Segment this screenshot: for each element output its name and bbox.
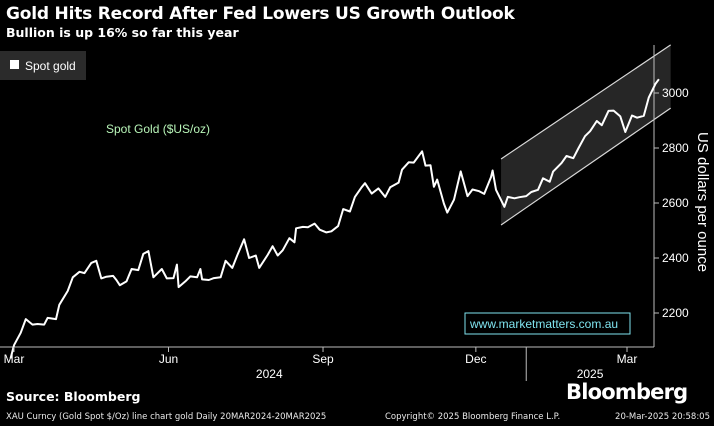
y-tick-label: 2600 [662, 196, 689, 210]
series-line-spot-gold [9, 78, 660, 359]
bloomberg-logo: Bloomberg [566, 380, 688, 404]
series-annotation: Spot Gold ($US/oz) [106, 122, 210, 136]
x-tick-label: Mar [617, 352, 638, 366]
footer-copyright: Copyright© 2025 Bloomberg Finance L.P. [385, 412, 561, 422]
y-tick-label: 2400 [662, 251, 689, 265]
x-tick-label: Dec [465, 352, 486, 366]
channel-lower-line [500, 107, 672, 226]
x-year-label: 2024 [256, 367, 283, 381]
footer-timestamp: 20-Mar-2025 20:58:05 [615, 412, 710, 422]
y-tick-label: 2200 [662, 306, 689, 320]
legend-label: Spot gold [25, 59, 76, 73]
watermark-text: www.marketmatters.com.au [469, 317, 618, 331]
x-tick-label: Mar [4, 352, 25, 366]
chart-subtitle: Bullion is up 16% so far this year [6, 25, 239, 40]
source-note: Source: Bloomberg [6, 389, 141, 404]
x-year-label: 2025 [577, 367, 604, 381]
y-tick-label: 2800 [662, 141, 689, 155]
x-tick-label: Jun [159, 352, 178, 366]
y-axis-label: US dollars per ounce [694, 132, 711, 272]
footer-query: XAU Curncy (Gold Spot $/Oz) line chart g… [6, 412, 327, 422]
chart-title: Gold Hits Record After Fed Lowers US Gro… [6, 4, 515, 24]
y-tick-label: 3000 [662, 86, 689, 100]
channel-upper-line [500, 44, 672, 160]
legend-swatch [10, 60, 19, 69]
watermark-box [464, 312, 631, 335]
x-tick-label: Sep [312, 352, 334, 366]
